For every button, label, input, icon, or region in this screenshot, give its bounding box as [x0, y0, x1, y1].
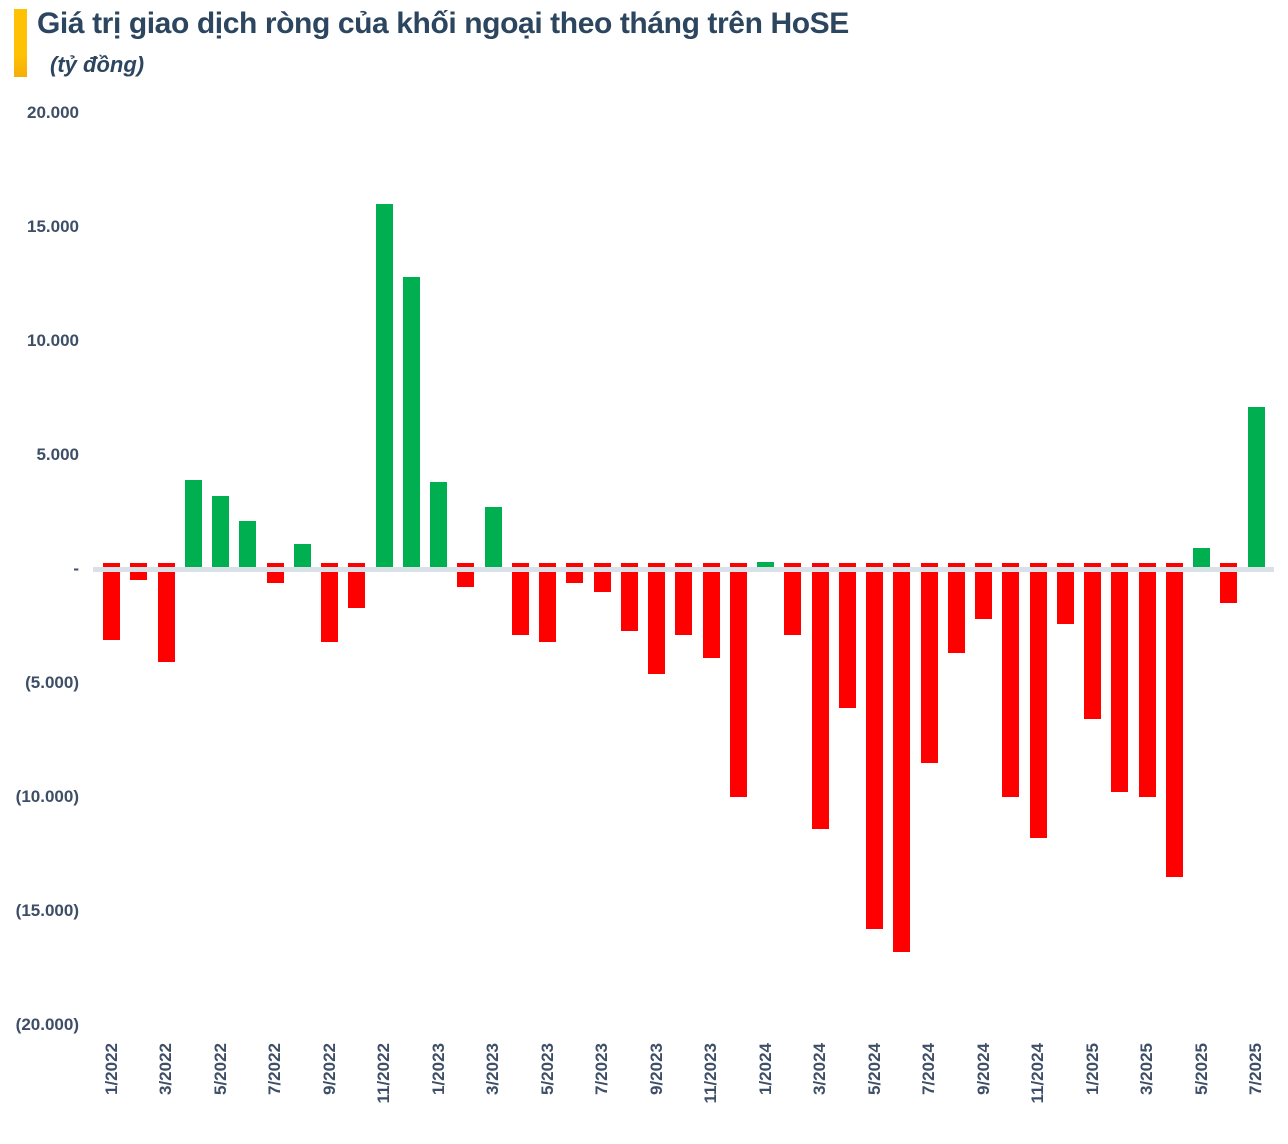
bar-4-2024 [838, 563, 856, 709]
bar-10-2024 [1002, 563, 1020, 797]
bar-8-2024 [947, 563, 965, 654]
y-axis-tick-label: 20.000 [27, 103, 79, 122]
x-axis-tick-label: 11/2023 [701, 1043, 720, 1104]
bar-10-2023 [675, 563, 693, 636]
x-axis-tick-label: 9/2024 [973, 1043, 993, 1095]
x-axis-tick-label: 1/2022 [101, 1043, 121, 1095]
bar-6-2025 [1220, 563, 1238, 604]
bar-4-2023 [511, 563, 529, 636]
x-axis-tick-label: 7/2022 [265, 1043, 284, 1095]
bar-8-2022 [293, 543, 311, 570]
chart-subtitle: (tỷ đồng) [50, 52, 145, 77]
x-axis-tick-label: 5/2025 [1191, 1043, 1211, 1095]
y-axis-tick-label: (20.000) [15, 1015, 79, 1034]
bar-4-2022 [184, 480, 202, 570]
bar-3-2023 [484, 507, 502, 570]
bar-11-2023 [702, 563, 720, 658]
x-axis-tick-label: 7/2023 [592, 1043, 611, 1095]
bar-5-2024 [866, 563, 883, 930]
bar-6-2024 [893, 563, 911, 953]
bar-7-2022 [266, 563, 284, 583]
x-axis-tick-label: 1/2023 [428, 1043, 448, 1095]
bar-1-2023 [430, 482, 447, 570]
y-axis-tick-label: - [73, 559, 79, 578]
x-axis-tick-label: 11/2024 [1028, 1043, 1047, 1104]
zero-axis-line [93, 567, 1274, 572]
x-axis-tick-label: 1/2024 [755, 1043, 775, 1095]
x-axis-tick-label: 11/2022 [374, 1043, 393, 1104]
bar-12-2022 [402, 277, 420, 570]
bar-3-2022 [157, 563, 175, 663]
bar-11-2024 [1029, 563, 1047, 839]
y-axis-tick-label: 5.000 [36, 445, 79, 464]
bar-7-2024 [920, 563, 938, 763]
bar-12-2024 [1056, 563, 1074, 624]
bar-4-2025 [1165, 563, 1183, 877]
bar-6-2023 [566, 563, 584, 583]
bar-5-2022 [212, 496, 229, 570]
bar-11-2022 [375, 204, 393, 570]
bar-3-2025 [1138, 563, 1156, 797]
x-axis-tick-label: 5/2022 [210, 1043, 230, 1095]
bar-1-2025 [1084, 563, 1101, 720]
title-accent-bar [14, 9, 27, 77]
bar-5-2023 [539, 563, 556, 642]
x-axis-tick-label: 7/2024 [919, 1043, 938, 1095]
x-axis-tick-label: 7/2025 [1246, 1043, 1265, 1095]
bar-3-2024 [811, 563, 829, 829]
x-axis-tick-label: 3/2025 [1137, 1043, 1156, 1095]
bar-2-2024 [784, 563, 802, 636]
x-axis-tick-label: 5/2024 [864, 1043, 884, 1095]
y-axis-tick-label: 10.000 [27, 331, 79, 350]
x-axis-tick-label: 3/2022 [156, 1043, 175, 1095]
bar-9-2022 [321, 563, 338, 642]
bar-1-2022 [103, 563, 120, 640]
bar-5-2025 [1193, 548, 1210, 570]
x-axis-tick-label: 9/2023 [646, 1043, 666, 1095]
bar-12-2023 [729, 563, 747, 797]
bar-7-2025 [1247, 407, 1265, 570]
x-axis-tick-label: 5/2023 [537, 1043, 557, 1095]
x-axis-tick-label: 9/2022 [319, 1043, 339, 1095]
y-axis-tick-label: (5.000) [25, 673, 79, 692]
bar-8-2023 [620, 563, 638, 631]
x-axis-tick-label: 3/2024 [810, 1043, 829, 1095]
bar-1-2024 [757, 562, 774, 570]
bar-9-2023 [648, 563, 665, 674]
bar-6-2022 [239, 521, 257, 570]
bar-9-2024 [975, 563, 992, 620]
bar-2-2025 [1111, 563, 1129, 793]
chart-title: Giá trị giao dịch ròng của khối ngoại th… [37, 7, 849, 40]
y-axis-tick-label: (15.000) [15, 901, 79, 920]
x-axis-tick-label: 3/2023 [483, 1043, 502, 1095]
x-axis-tick-label: 1/2025 [1082, 1043, 1102, 1095]
y-axis-tick-label: 15.000 [27, 217, 79, 236]
y-axis-tick-label: (10.000) [15, 787, 79, 806]
bar-10-2022 [348, 563, 366, 608]
